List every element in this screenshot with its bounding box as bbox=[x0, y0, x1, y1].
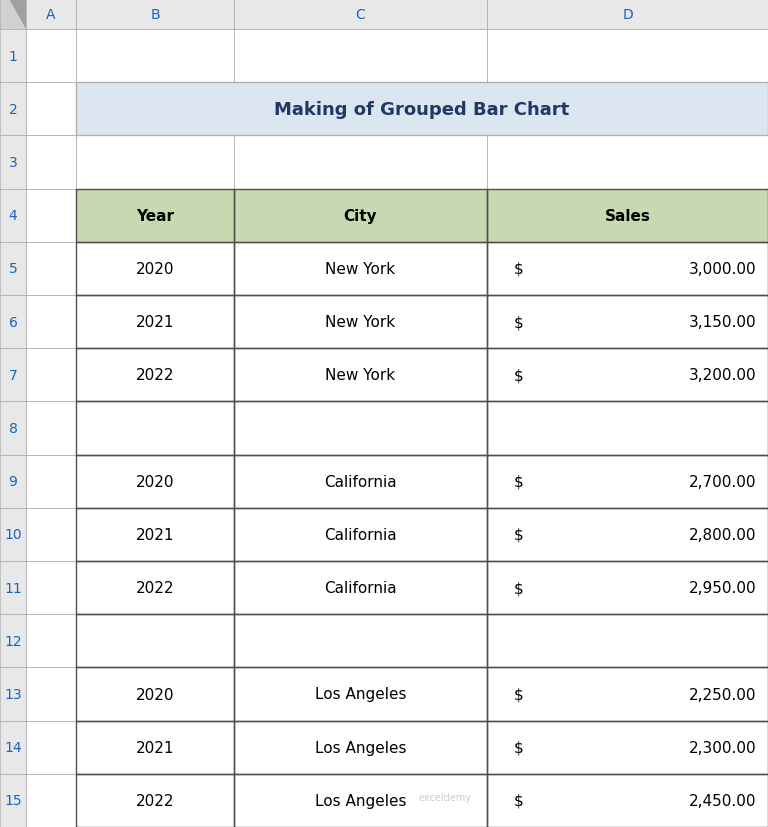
Text: 6: 6 bbox=[8, 315, 18, 329]
Text: 2,700.00: 2,700.00 bbox=[688, 474, 756, 489]
Text: 2022: 2022 bbox=[136, 368, 174, 383]
Text: 2,950.00: 2,950.00 bbox=[688, 581, 756, 595]
Text: 3,200.00: 3,200.00 bbox=[688, 368, 756, 383]
Text: 2020: 2020 bbox=[136, 474, 174, 489]
Text: 1: 1 bbox=[8, 50, 18, 64]
Text: $: $ bbox=[514, 528, 524, 543]
Text: $: $ bbox=[514, 686, 524, 701]
Text: 15: 15 bbox=[4, 793, 22, 807]
Text: 2: 2 bbox=[8, 103, 18, 117]
Text: 12: 12 bbox=[4, 634, 22, 648]
Text: 2021: 2021 bbox=[136, 315, 174, 330]
Text: 2020: 2020 bbox=[136, 686, 174, 701]
Text: $: $ bbox=[514, 740, 524, 755]
Text: 13: 13 bbox=[4, 687, 22, 701]
Text: 2022: 2022 bbox=[136, 581, 174, 595]
Text: 2021: 2021 bbox=[136, 740, 174, 755]
Text: 3,000.00: 3,000.00 bbox=[688, 261, 756, 276]
Text: California: California bbox=[324, 581, 397, 595]
Text: New York: New York bbox=[326, 368, 396, 383]
Text: New York: New York bbox=[326, 315, 396, 330]
Text: 10: 10 bbox=[4, 528, 22, 542]
Text: Los Angeles: Los Angeles bbox=[315, 740, 406, 755]
Text: $: $ bbox=[514, 581, 524, 595]
Text: $: $ bbox=[514, 368, 524, 383]
Text: $: $ bbox=[514, 793, 524, 808]
Text: 2022: 2022 bbox=[136, 793, 174, 808]
Text: Making of Grouped Bar Chart: Making of Grouped Bar Chart bbox=[274, 101, 570, 118]
Text: 2020: 2020 bbox=[136, 261, 174, 276]
Text: 2021: 2021 bbox=[136, 528, 174, 543]
Text: 11: 11 bbox=[4, 581, 22, 595]
Text: 8: 8 bbox=[8, 422, 18, 436]
Text: City: City bbox=[344, 208, 377, 223]
Text: 7: 7 bbox=[8, 368, 18, 382]
Text: 14: 14 bbox=[4, 740, 22, 754]
Text: 9: 9 bbox=[8, 475, 18, 489]
Text: Sales: Sales bbox=[604, 208, 650, 223]
Text: California: California bbox=[324, 474, 397, 489]
Text: exceldemy: exceldemy bbox=[419, 792, 472, 802]
Text: 2,250.00: 2,250.00 bbox=[688, 686, 756, 701]
Text: C: C bbox=[356, 8, 366, 22]
Text: Los Angeles: Los Angeles bbox=[315, 793, 406, 808]
Text: $: $ bbox=[514, 474, 524, 489]
Text: $: $ bbox=[514, 315, 524, 330]
Text: $: $ bbox=[514, 261, 524, 276]
Text: D: D bbox=[622, 8, 633, 22]
Text: 2,450.00: 2,450.00 bbox=[688, 793, 756, 808]
Text: 3,150.00: 3,150.00 bbox=[688, 315, 756, 330]
Text: 3: 3 bbox=[8, 155, 18, 170]
Text: 4: 4 bbox=[8, 209, 18, 223]
Text: 2,300.00: 2,300.00 bbox=[688, 740, 756, 755]
Text: A: A bbox=[46, 8, 56, 22]
Text: 2,800.00: 2,800.00 bbox=[688, 528, 756, 543]
Text: Year: Year bbox=[136, 208, 174, 223]
Text: Los Angeles: Los Angeles bbox=[315, 686, 406, 701]
Text: B: B bbox=[151, 8, 160, 22]
Text: New York: New York bbox=[326, 261, 396, 276]
Text: California: California bbox=[324, 528, 397, 543]
Text: 5: 5 bbox=[8, 262, 18, 276]
